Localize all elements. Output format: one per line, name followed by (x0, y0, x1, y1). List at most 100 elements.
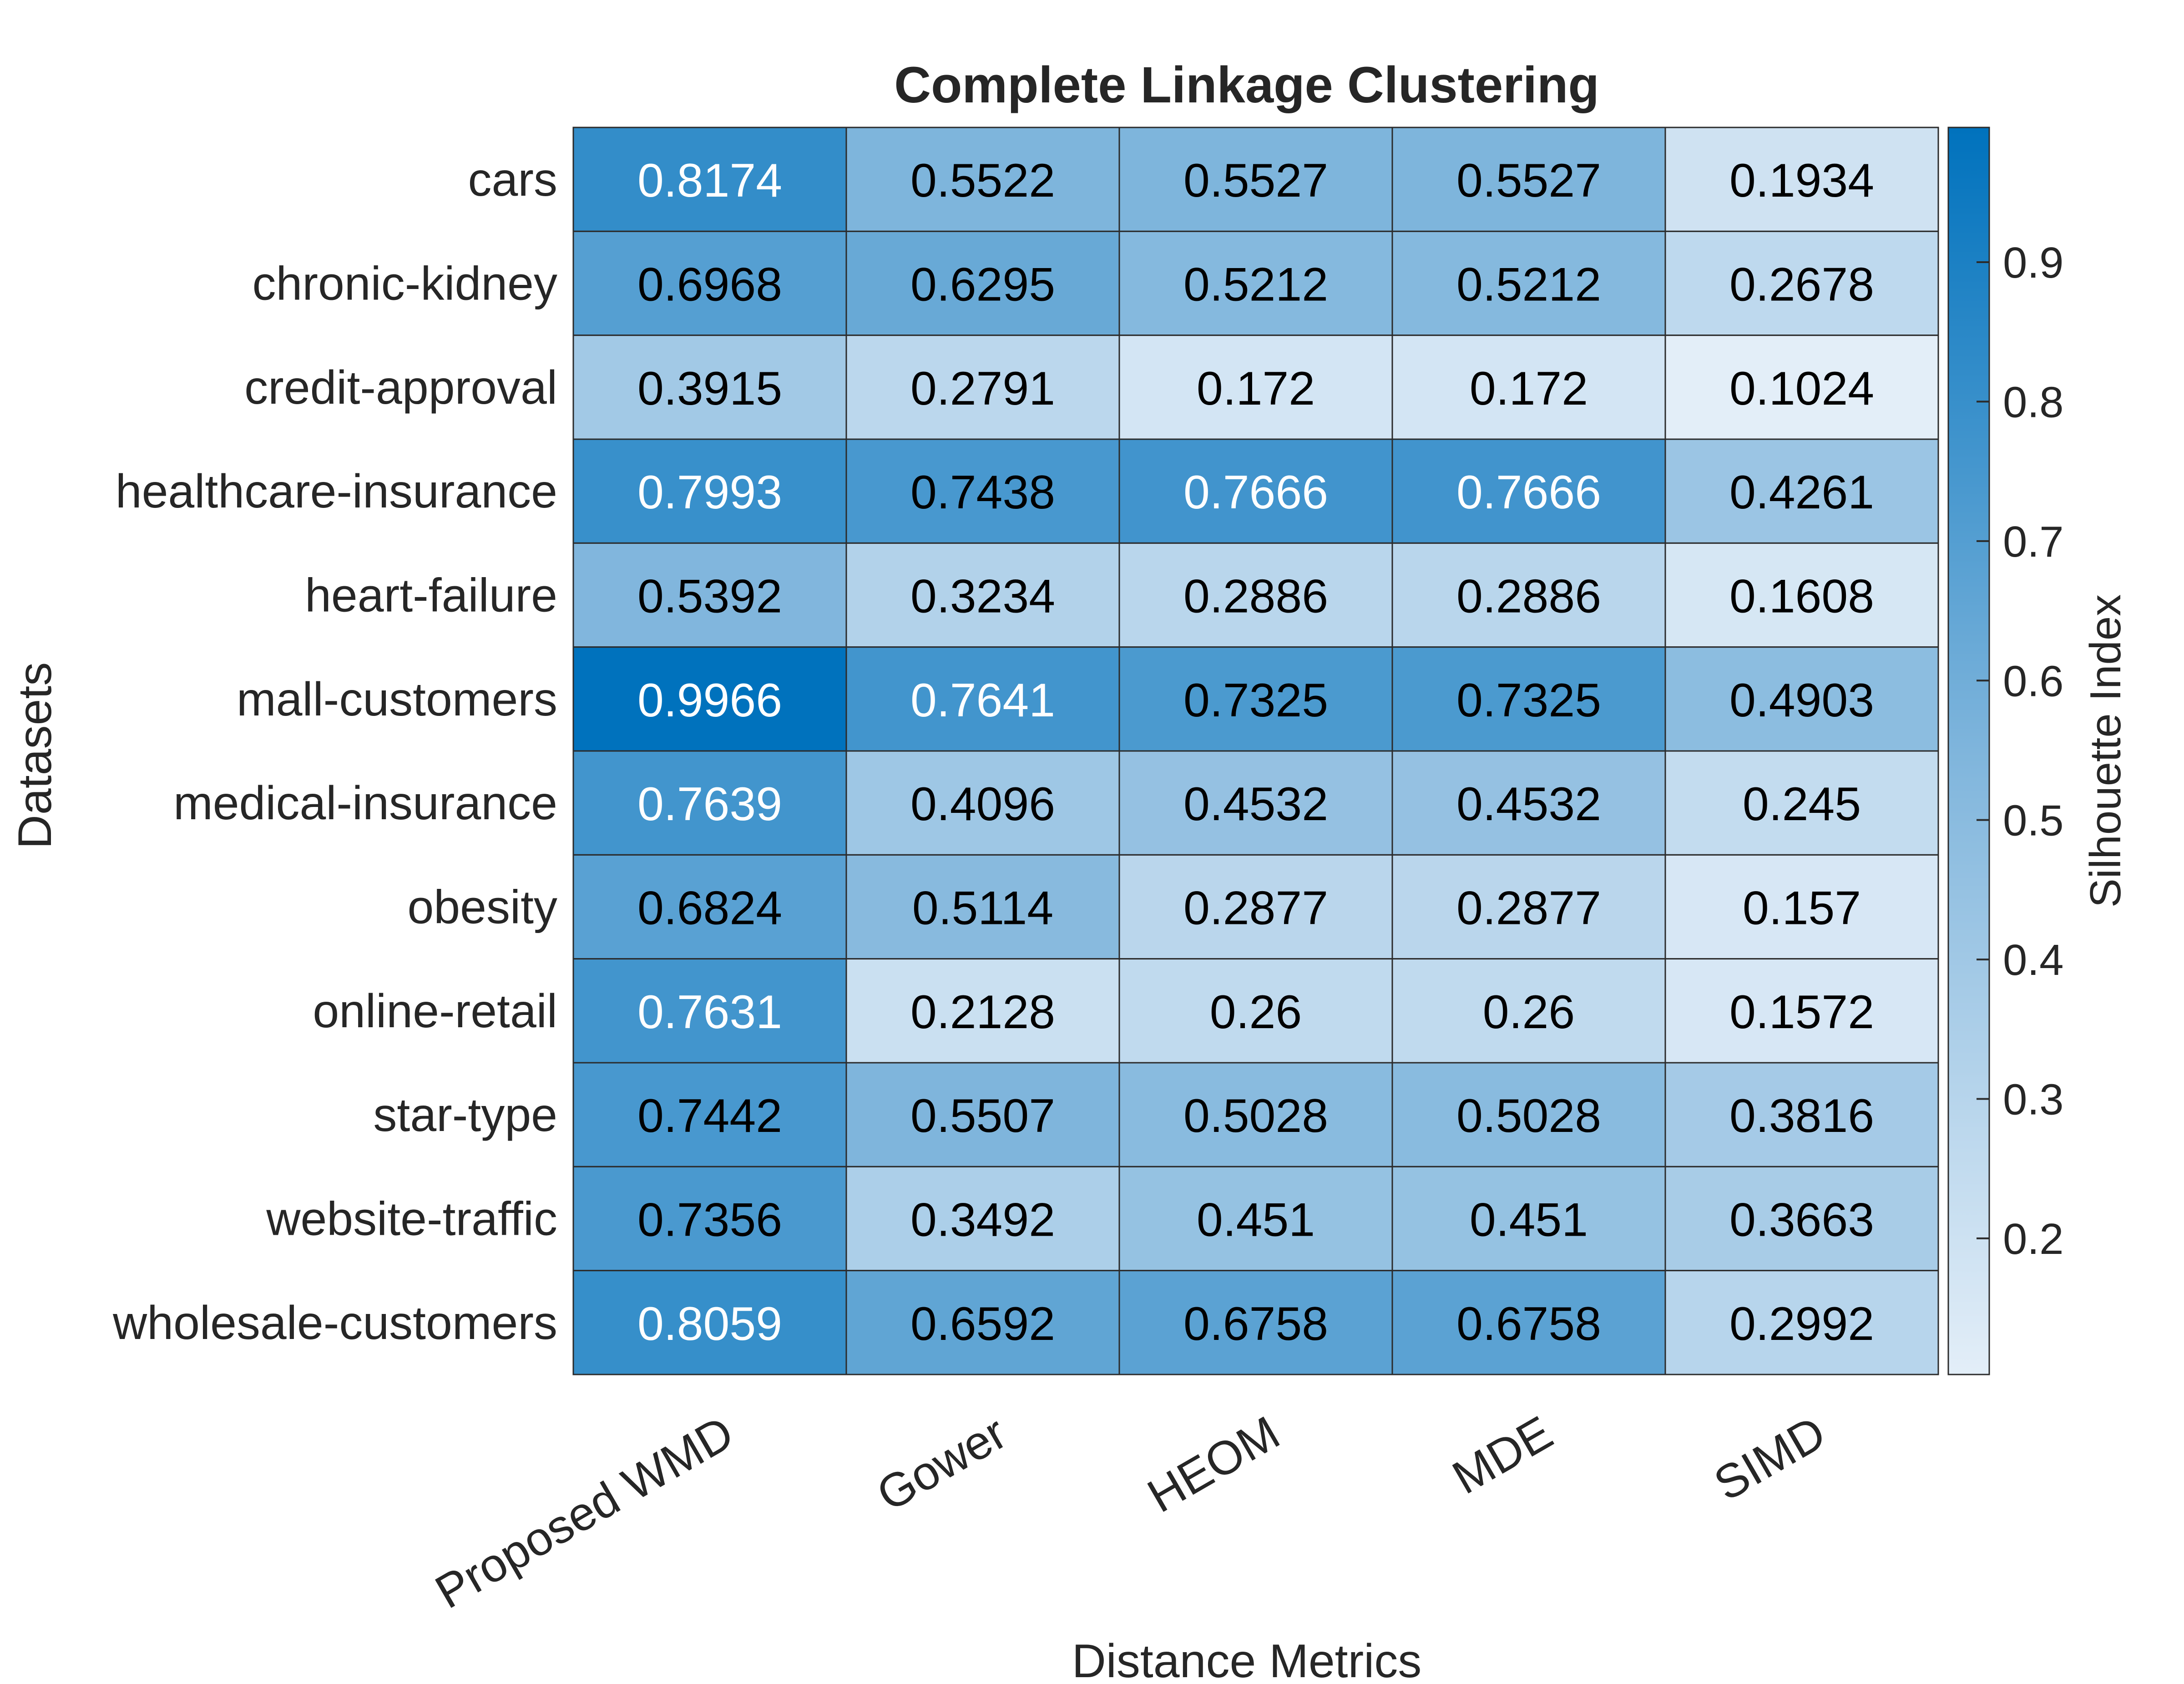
y-tick-label: medical-insurance (173, 777, 557, 830)
heatmap-cell (572, 1166, 847, 1272)
cell-value-label: 0.7666 (1183, 466, 1328, 519)
heatmap-cell (572, 1270, 847, 1375)
heatmap-cell (1118, 854, 1393, 960)
cell-value-label: 0.9966 (637, 674, 782, 727)
cell-value-label: 0.2886 (1183, 570, 1328, 623)
x-tick-label: Proposed WMD (427, 1406, 743, 1618)
cell-value-label: 0.7641 (910, 674, 1055, 727)
cell-value-label: 0.2128 (910, 986, 1055, 1039)
heatmap-cell (1664, 1166, 1939, 1272)
cell-value-label: 0.4903 (1729, 674, 1874, 727)
heatmap-cells (572, 127, 1939, 1375)
heatmap-cell (845, 1270, 1120, 1375)
cell-value-label: 0.2992 (1729, 1298, 1874, 1350)
heatmap-cell (1118, 1166, 1393, 1272)
heatmap-cell (572, 127, 847, 232)
heatmap-cell-labels: 0.8174 0.5522 0.5527 0.5527 0.1934 0.6968 0.62… (637, 154, 1874, 1350)
x-tick-label: MDE (1444, 1406, 1561, 1504)
heatmap-cell (572, 438, 847, 544)
cell-value-label: 0.3915 (637, 362, 782, 415)
colorbar-tick-label: 0.6 (2003, 657, 2063, 705)
heatmap-cell (1664, 542, 1939, 648)
cell-value-label: 0.7639 (637, 778, 782, 831)
cell-value-label: 0.4532 (1183, 778, 1328, 831)
heatmap-cell (1664, 335, 1939, 440)
heatmap-cell (1118, 335, 1393, 440)
cell-value-label: 0.4532 (1456, 778, 1601, 831)
y-tick-label: star-type (373, 1089, 557, 1141)
cell-value-label: 0.4261 (1729, 466, 1874, 519)
heatmap-cell (1664, 750, 1939, 856)
cell-value-label: 0.7356 (637, 1194, 782, 1247)
cell-value-label: 0.3663 (1729, 1194, 1874, 1247)
cell-value-label: 0.7666 (1456, 466, 1601, 519)
heatmap-cell (1664, 958, 1939, 1064)
cell-value-label: 0.451 (1470, 1194, 1588, 1247)
heatmap-cell (1664, 646, 1939, 752)
cell-value-label: 0.172 (1197, 362, 1315, 415)
cell-value-label: 0.5507 (910, 1090, 1055, 1142)
colorbar-label: Silhouette Index (2081, 594, 2130, 908)
cell-value-label: 0.4096 (910, 778, 1055, 831)
cell-value-label: 0.2791 (910, 362, 1055, 415)
cell-value-label: 0.6824 (637, 882, 782, 935)
heatmap-cell (1664, 1062, 1939, 1167)
heatmap-cell (572, 750, 847, 856)
cell-value-label: 0.6592 (910, 1298, 1055, 1350)
heatmap-cell (845, 854, 1120, 960)
cell-value-label: 0.8174 (637, 154, 782, 207)
heatmap-cell (1118, 1062, 1393, 1167)
colorbar-tick-label: 0.8 (2003, 378, 2063, 426)
cell-value-label: 0.451 (1197, 1194, 1315, 1247)
heatmap-cell (1391, 646, 1666, 752)
cell-value-label: 0.2877 (1456, 882, 1601, 935)
colorbar-tick-label: 0.2 (2003, 1215, 2063, 1263)
heatmap-cell (1391, 854, 1666, 960)
colorbar-ticks: 0.2 0.3 0.4 0.5 0.6 0.7 0.8 0.9 (1977, 238, 2063, 1263)
y-tick-label: cars (468, 153, 557, 206)
heatmap-cell (845, 335, 1120, 440)
cell-value-label: 0.1608 (1729, 570, 1874, 623)
heatmap-cell (1664, 230, 1939, 336)
x-tick-labels: Proposed WMD Gower HEOM MDE SIMD (427, 1406, 1835, 1618)
heatmap-cell (1118, 127, 1393, 232)
y-axis-label: Datasets (9, 662, 61, 849)
x-tick-label: HEOM (1139, 1406, 1288, 1522)
y-tick-label: wholesale-customers (112, 1297, 557, 1349)
colorbar (1947, 127, 1990, 1375)
cell-value-label: 0.5527 (1183, 154, 1328, 207)
cell-value-label: 0.5212 (1456, 259, 1601, 311)
heatmap-cell (1664, 127, 1939, 232)
heatmap-cell (1118, 230, 1393, 336)
cell-value-label: 0.157 (1743, 882, 1861, 935)
x-tick-label: SIMD (1705, 1406, 1834, 1511)
cell-value-label: 0.5527 (1456, 154, 1601, 207)
cell-value-label: 0.7631 (637, 986, 782, 1039)
cell-value-label: 0.26 (1483, 986, 1575, 1039)
cell-value-label: 0.7325 (1456, 674, 1601, 727)
heatmap-cell (845, 646, 1120, 752)
cell-value-label: 0.172 (1470, 362, 1588, 415)
heatmap-cell (1391, 438, 1666, 544)
heatmap-cell (1391, 1062, 1666, 1167)
cell-value-label: 0.7438 (910, 466, 1055, 519)
colorbar-tick-label: 0.5 (2003, 796, 2063, 845)
y-tick-label: credit-approval (244, 361, 557, 414)
cell-value-label: 0.5212 (1183, 259, 1328, 311)
cell-value-label: 0.3816 (1729, 1090, 1874, 1142)
heatmap-cell (1391, 127, 1666, 232)
colorbar-tick-label: 0.4 (2003, 936, 2063, 984)
cell-value-label: 0.5114 (912, 882, 1053, 935)
heatmap-cell (1118, 438, 1393, 544)
cell-value-label: 0.8059 (637, 1298, 782, 1350)
cell-value-label: 0.2886 (1456, 570, 1601, 623)
y-tick-label: heart-failure (305, 569, 557, 622)
cell-value-label: 0.5392 (637, 570, 782, 623)
heatmap-cell (572, 854, 847, 960)
heatmap-cell (572, 542, 847, 648)
heatmap-cell (1391, 1270, 1666, 1375)
heatmap-cell (845, 127, 1120, 232)
cell-value-label: 0.1934 (1729, 154, 1874, 207)
cell-value-label: 0.245 (1743, 778, 1861, 831)
